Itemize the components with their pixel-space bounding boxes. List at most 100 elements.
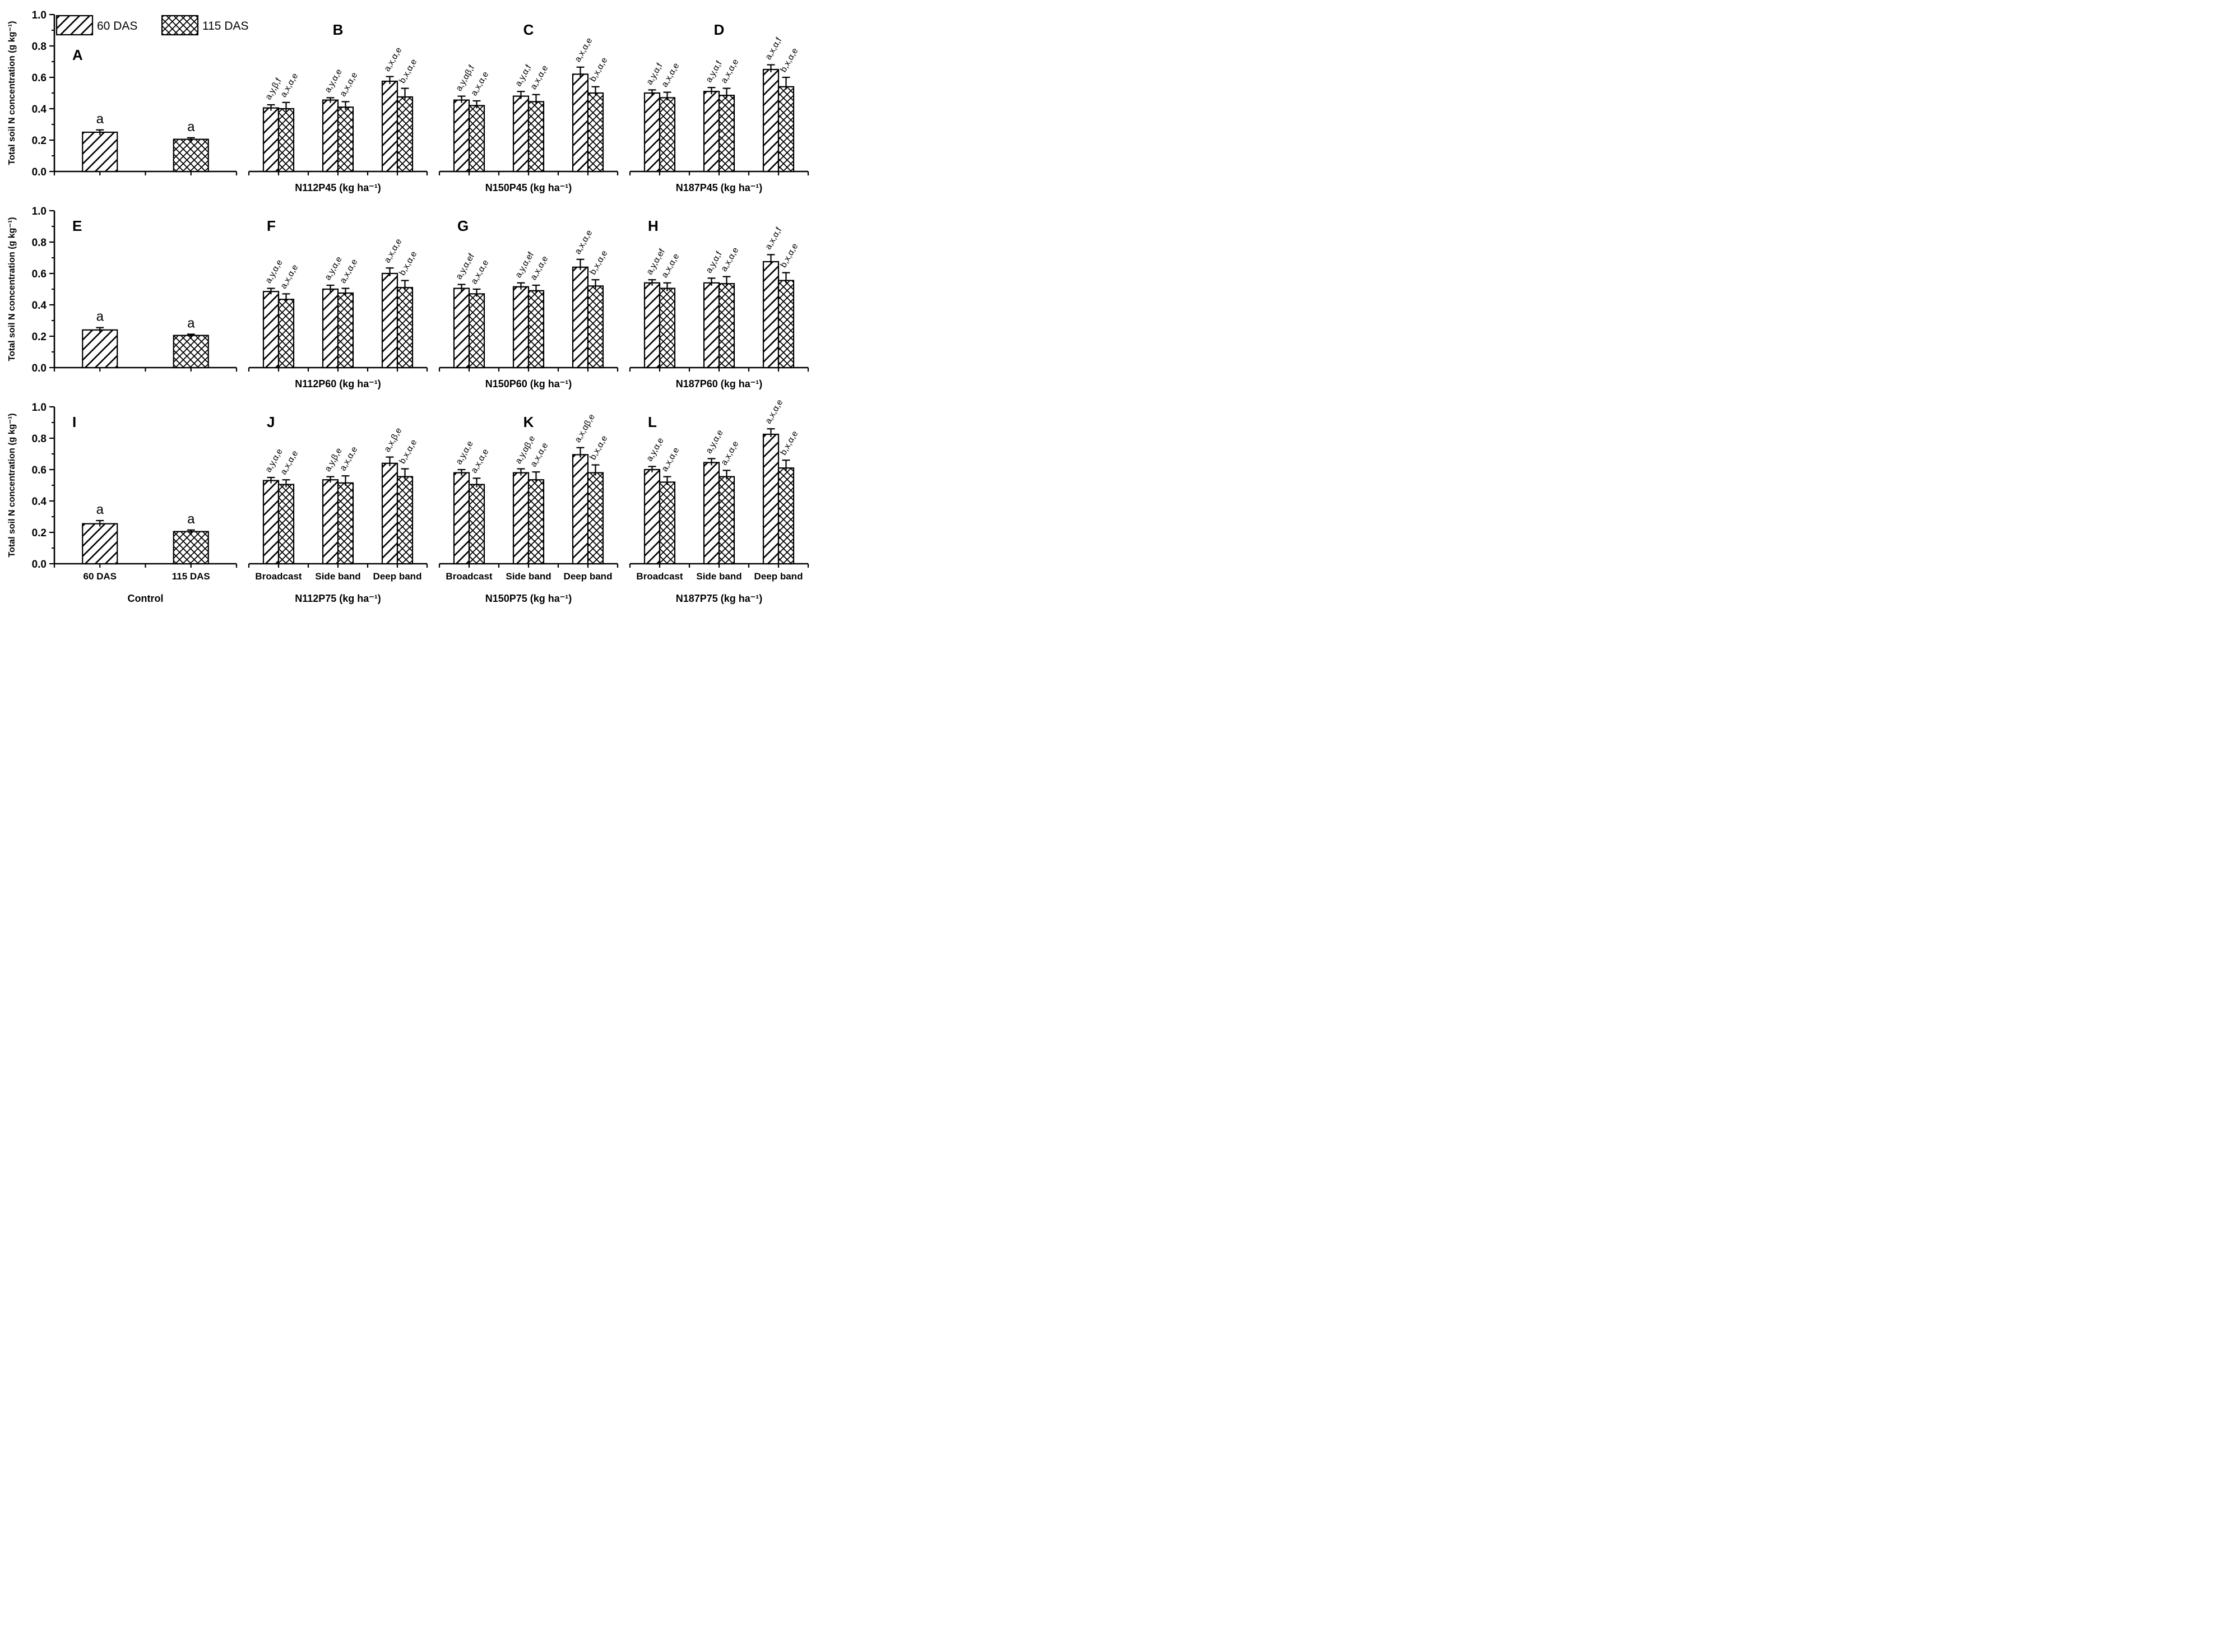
panel-letter: E (72, 217, 82, 234)
bar-115-das (587, 92, 604, 173)
significance-label: a,x,α,e (660, 446, 681, 474)
panel-letter: H (648, 217, 659, 234)
x-axis-title: N187P45 (kg ha⁻¹) (676, 182, 763, 193)
x-axis-title: N187P75 (kg ha⁻¹) (676, 593, 763, 604)
significance-label: a,y,α,e (704, 428, 725, 455)
x-tick-label: 60 DAS (83, 571, 117, 582)
bar-60-das (703, 462, 720, 565)
bar-60-das (82, 329, 118, 369)
bar-115-das (277, 484, 295, 565)
y-tick-label: 0.4 (32, 104, 47, 115)
y-tick-label: 0.8 (32, 433, 47, 445)
bar-60-das (643, 92, 661, 173)
significance-label: a,y,α,e (454, 439, 475, 466)
legend-swatch-cross-hatch (161, 15, 199, 36)
y-tick-label: 0.4 (32, 496, 47, 508)
bar-115-das (527, 290, 545, 369)
bar-60-das (643, 468, 661, 565)
y-tick-label: 0.4 (32, 300, 47, 312)
significance-label: a (96, 112, 104, 127)
y-tick-label: 0.2 (32, 527, 47, 539)
panel-letter: I (72, 414, 76, 430)
x-tick-label: Side band (506, 571, 551, 582)
bar-60-das (572, 454, 589, 565)
bar-60-das (322, 99, 339, 173)
panel-D-chart: Da,y,α,fa,x,α,e a,y,α,fa,x,α,ea,x,α,fb,x,… (629, 21, 809, 193)
x-tick-label: Deep band (754, 571, 803, 582)
bar-60-das (703, 282, 720, 369)
significance-label: b,x,α,e (397, 58, 419, 85)
y-tick-label: 0.6 (32, 268, 47, 280)
significance-label: a,y,α,f (704, 249, 724, 275)
bar-115-das (337, 292, 354, 369)
bar-115-das (659, 481, 676, 565)
significance-label: a (187, 119, 195, 134)
bar-60-das (381, 80, 398, 173)
y-tick-label: 0.0 (32, 559, 47, 570)
bar-60-das (381, 462, 398, 565)
panel-B-chart: Ba,y,β,fa,x,α,e a,y,α,ea,x,α,ea,x,α,eb,x,… (248, 21, 428, 193)
panel-A-chart: 0.0 0.2 0.4 0.6 0.8 1.0 Total soil N concentra… (7, 10, 249, 178)
significance-label: a,x,α,e (573, 36, 594, 64)
significance-label: a,x,α,e (573, 229, 594, 256)
bar-115-das (277, 299, 295, 369)
y-tick-label: 1.0 (32, 10, 47, 21)
bar-60-das (262, 291, 280, 369)
bar-115-das (396, 476, 414, 565)
panel-H-chart: Ha,y,α,efa,x,α,e a,y,α,fa,x,α,ea,x,α,fb,x… (629, 217, 809, 389)
y-tick-label: 0.0 (32, 363, 47, 374)
panel-L-chart: La,y,α,ea,x,α,eBroadcasta,y,α,ea,x,α,eSi… (629, 398, 809, 604)
bar-115-das (527, 479, 545, 565)
bar-60-das (82, 523, 118, 565)
significance-label: a,x,α,e (719, 246, 740, 273)
significance-label: b,x,α,e (778, 47, 800, 74)
bar-115-das (396, 96, 414, 173)
significance-label: a,x,α,e (279, 72, 300, 99)
x-tick-label: Broadcast (446, 571, 492, 582)
y-tick-label: 0.8 (32, 237, 47, 249)
bar-60-das (453, 287, 470, 369)
significance-label: b,x,α,e (397, 250, 419, 277)
significance-label: b,x,α,e (778, 242, 800, 270)
panel-I-chart: 0.0 0.2 0.4 0.6 0.8 1.0 Total soil N concentra… (7, 402, 238, 604)
panel-F-chart: Fa,y,α,ea,x,α,e a,y,α,ea,x,α,ea,x,α,eb,x,… (248, 217, 428, 389)
significance-label: a,x,α,e (382, 237, 404, 264)
bar-60-das (512, 286, 530, 369)
bar-60-das (322, 479, 339, 565)
bar-115-das (277, 108, 295, 173)
y-axis-title: Total soil N concentration (g kg⁻¹) (7, 217, 17, 361)
y-tick-label: 1.0 (32, 206, 47, 217)
x-axis-title: N150P60 (kg ha⁻¹) (485, 378, 572, 389)
significance-label: a,x,α,e (763, 398, 785, 425)
bar-60-das (762, 261, 780, 369)
x-tick-label: Broadcast (636, 571, 683, 582)
significance-label: a,x,α,e (660, 62, 681, 89)
x-tick-label: Side band (696, 571, 741, 582)
y-tick-label: 0.2 (32, 331, 47, 343)
significance-label: b,x,α,e (397, 438, 419, 466)
significance-label: a,y,α,e (645, 436, 666, 463)
bar-115-das (777, 86, 795, 173)
bar-115-das (587, 285, 604, 369)
significance-label: a,x,α,f (763, 225, 784, 251)
significance-label: a (96, 309, 104, 324)
bar-115-das (718, 283, 735, 369)
significance-label: b,x,α,e (588, 56, 609, 83)
significance-label: a,x,α,e (719, 439, 740, 467)
panel-letter: C (523, 21, 534, 38)
significance-label: b,x,α,e (778, 429, 800, 457)
significance-label: a (187, 512, 195, 527)
panel-G-chart: Ga,y,α,efa,x,α,e a,y,α,efa,x,α,ea,x,α,eb,… (438, 217, 619, 389)
significance-label: a,y,β,f (263, 76, 284, 101)
x-tick-label: Broadcast (255, 571, 302, 582)
figure: 0.0 0.2 0.4 0.6 0.8 1.0 Total soil N concentra… (0, 0, 815, 619)
significance-label: b,x,α,e (588, 434, 609, 462)
bar-115-das (777, 280, 795, 369)
significance-label: a,x,α,f (763, 36, 784, 62)
panel-letter: G (457, 217, 469, 234)
panel-E-chart: 0.0 0.2 0.4 0.6 0.8 1.0 Total soil N concentra… (7, 206, 238, 374)
panel-C-chart: Ca,y,αβ,fa,x,α,e a,y,α,fa,x,α,ea,x,α,eb,x… (438, 21, 619, 193)
bar-60-das (262, 480, 280, 565)
bar-115-das (468, 105, 485, 173)
x-tick-label: 115 DAS (172, 571, 210, 582)
